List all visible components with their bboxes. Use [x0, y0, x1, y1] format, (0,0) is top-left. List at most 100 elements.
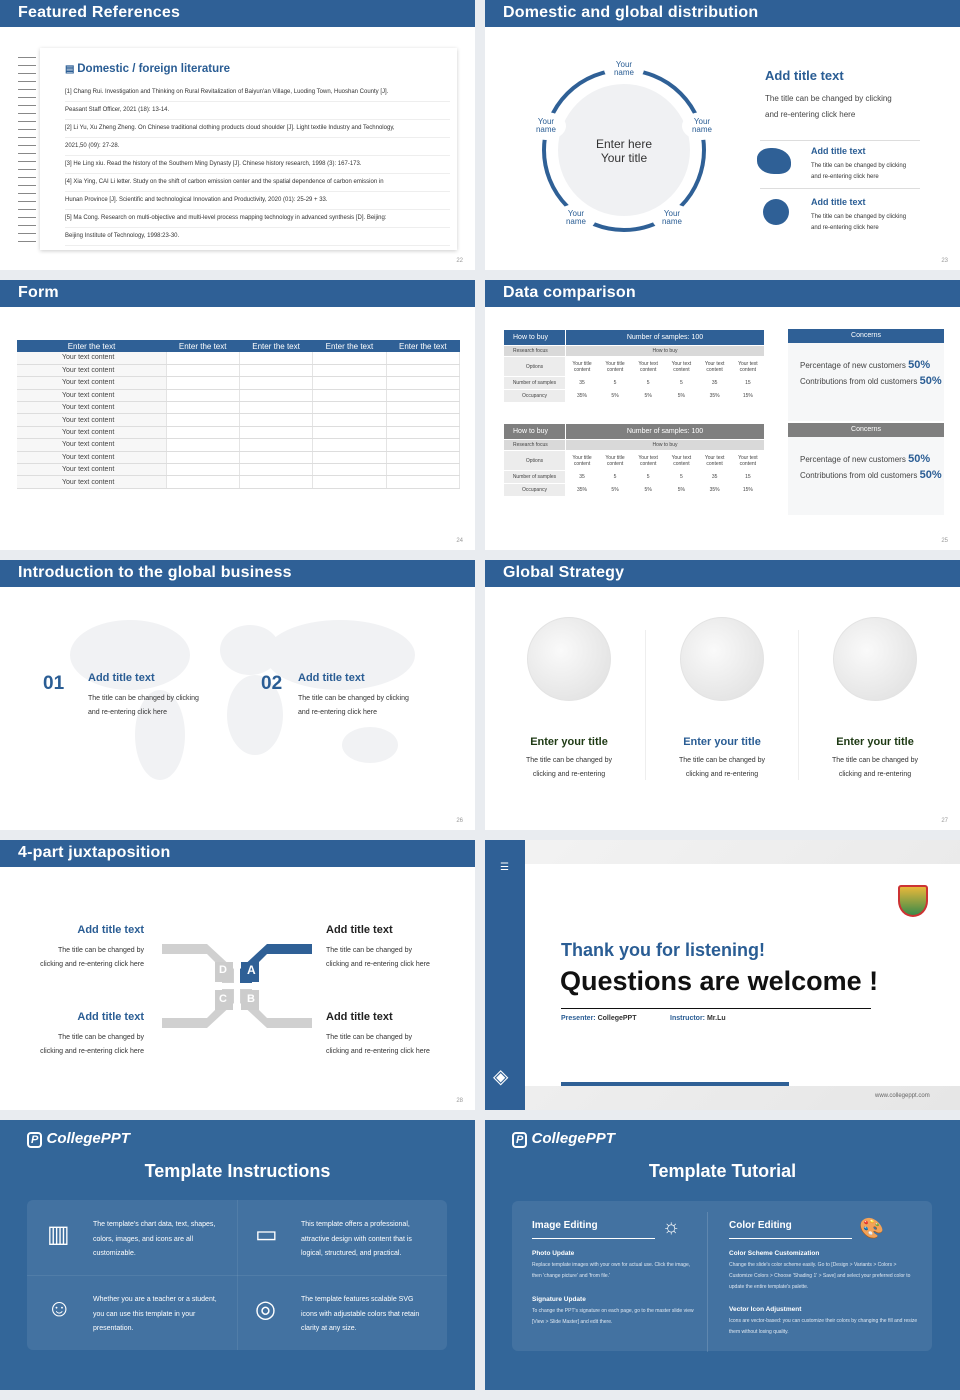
slide-22[interactable]: Featured References ▤ Domestic / foreign…: [0, 0, 475, 270]
table-cell[interactable]: [239, 451, 314, 465]
reference-line: [5] Ma Cong. Research on multi-objective…: [65, 210, 450, 228]
table-cell[interactable]: [166, 438, 240, 452]
table-cell[interactable]: [166, 463, 240, 477]
table-cell[interactable]: [386, 364, 461, 378]
table-cell: Your title content: [564, 356, 600, 377]
slide-25[interactable]: Data comparison How to buy Number of samp…: [485, 280, 960, 550]
table-cell: 35%: [697, 483, 732, 497]
spiral-binding: [18, 52, 36, 244]
table-cell[interactable]: [386, 463, 461, 477]
table-row: Your text content: [17, 389, 461, 403]
concerns-title: Concerns: [788, 329, 944, 343]
china-map-icon: [757, 148, 791, 174]
node-name: Your name: [682, 112, 722, 140]
table-cell[interactable]: [312, 451, 387, 465]
row-label: Your text content: [17, 451, 167, 465]
table-row: Your text content: [17, 438, 461, 452]
table-cell[interactable]: [312, 352, 387, 365]
table-cell[interactable]: [166, 413, 240, 427]
focus-value: How to buy: [565, 345, 765, 357]
table-cell: 5%: [631, 389, 666, 403]
slide-title: Featured References: [0, 0, 475, 27]
table-cell[interactable]: [386, 352, 461, 365]
slide-27[interactable]: Global Strategy Enter your title The titl…: [485, 560, 960, 830]
page-number: 25: [941, 538, 948, 544]
row-label: Occupancy: [503, 483, 566, 497]
table-cell[interactable]: [312, 364, 387, 378]
table-cell[interactable]: [312, 413, 387, 427]
table-cell[interactable]: [166, 376, 240, 390]
table-cell[interactable]: [166, 352, 240, 365]
reference-line: [4] Xia Ying, CAI Li letter. Study on th…: [65, 174, 450, 192]
table-cell[interactable]: [386, 438, 461, 452]
table-cell[interactable]: [239, 389, 314, 403]
slide-23[interactable]: Domestic and global distribution Enter h…: [485, 0, 960, 270]
collegeppt-logo: P CollegePPT: [512, 1130, 615, 1148]
table-cell[interactable]: [239, 426, 314, 440]
table-cell[interactable]: [312, 389, 387, 403]
item-desc: The title can be changed by clicking and…: [40, 947, 144, 968]
section-text: To change the PPT's signature on each pa…: [532, 1308, 694, 1325]
table-header: How to buy: [503, 423, 566, 440]
comparison-table: How to buy Number of samples: 100 Research…: [503, 423, 766, 497]
reference-line: Beijing Institute of Technology, 1998:23…: [65, 228, 450, 246]
table-cell[interactable]: [312, 475, 387, 489]
website-url: www.collegeppt.com: [875, 1093, 930, 1099]
row-label: Your text content: [17, 413, 167, 427]
table-cell[interactable]: [386, 451, 461, 465]
table-cell[interactable]: [166, 451, 240, 465]
table-cell[interactable]: [166, 475, 240, 489]
accent-bar: [561, 1082, 789, 1086]
slide-30[interactable]: P CollegePPT Template Instructions ▥ The …: [0, 1120, 475, 1390]
slide-24[interactable]: Form Enter the text Enter the text Enter…: [0, 280, 475, 550]
row-label: Options: [503, 356, 566, 377]
row-label: Your text content: [17, 438, 167, 452]
table-cell[interactable]: [239, 376, 314, 390]
table-cell[interactable]: [386, 426, 461, 440]
section-title: Signature Update: [532, 1296, 586, 1303]
table-cell[interactable]: [239, 413, 314, 427]
tutorial-title: Template Tutorial: [648, 1161, 797, 1181]
table-cell[interactable]: [239, 438, 314, 452]
table-cell[interactable]: [312, 438, 387, 452]
table-cell[interactable]: [386, 389, 461, 403]
table-cell: Your text content: [697, 356, 732, 377]
table-cell: 35%: [697, 389, 732, 403]
table-cell[interactable]: [312, 376, 387, 390]
table-cell[interactable]: [239, 352, 314, 365]
table-cell[interactable]: [386, 475, 461, 489]
table-cell[interactable]: [386, 413, 461, 427]
item-desc: The title can be changed by clicking and…: [525, 757, 612, 778]
table-cell[interactable]: [239, 401, 314, 415]
table-cell[interactable]: [386, 401, 461, 415]
stat-line: Contributions from old customers 50%: [800, 469, 942, 481]
table-cell[interactable]: [166, 389, 240, 403]
table-cell[interactable]: [166, 401, 240, 415]
item-title: Enter your title: [683, 736, 761, 748]
table-cell[interactable]: [386, 376, 461, 390]
globe-image: [833, 617, 917, 701]
table-cell[interactable]: [239, 364, 314, 378]
node-name: Your name: [526, 112, 566, 140]
table-cell: 5: [631, 376, 666, 390]
table-cell: 35%: [564, 483, 600, 497]
table-cell[interactable]: [312, 463, 387, 477]
table-cell[interactable]: [312, 401, 387, 415]
menu-icon[interactable]: ☰: [500, 862, 509, 873]
stat-line: Contributions from old customers 50%: [800, 375, 942, 387]
slide-26[interactable]: Introduction to the global business 01 A…: [0, 560, 475, 830]
table-row: Your text content: [17, 364, 461, 378]
slide-31[interactable]: P CollegePPT Template Tutorial Image Edi…: [485, 1120, 960, 1390]
table-cell[interactable]: [166, 426, 240, 440]
slide-title: Data comparison: [485, 280, 960, 307]
table-cell[interactable]: [239, 475, 314, 489]
table-cell[interactable]: [312, 426, 387, 440]
table-cell[interactable]: [166, 364, 240, 378]
page-number: 28: [456, 1098, 463, 1104]
slide-28[interactable]: 4-part juxtaposition D A C B Add title t…: [0, 840, 475, 1110]
table-header: How to buy: [503, 329, 566, 346]
table-cell: Your title content: [564, 450, 600, 471]
slide-29[interactable]: ☰ ◈ Thank you for listening! Questions a…: [485, 840, 960, 1110]
concerns-box: Concerns Percentage of new customers 50% C…: [788, 423, 944, 515]
table-cell[interactable]: [239, 463, 314, 477]
